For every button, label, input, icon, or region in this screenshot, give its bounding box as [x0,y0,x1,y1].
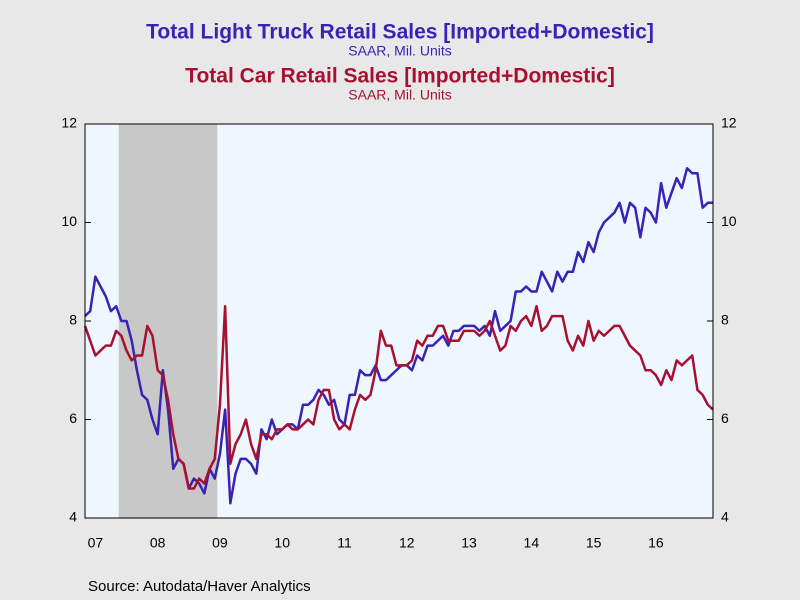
series-line [83,304,714,490]
subtitle-car: SAAR, Mil. Units [348,87,451,103]
x-tick-label: 16 [648,535,664,551]
y2-tick-label: 8 [721,312,729,328]
x-tick-label: 10 [274,535,290,551]
lines-layer [83,167,714,505]
source: Source: Autodata/Haver Analytics [88,578,311,595]
title-truck: Total Light Truck Retail Sales [Imported… [146,21,654,44]
title-car: Total Car Retail Sales [Imported+Domesti… [185,65,615,88]
subtitle-truck: SAAR, Mil. Units [348,43,451,59]
y2-tick-label: 4 [721,509,729,525]
recession-band [118,124,218,518]
x-tick-label: 07 [88,535,104,551]
y-tick-label: 8 [69,312,77,328]
x-tick-label: 15 [586,535,602,551]
y2-tick-label: 6 [721,410,729,426]
y-tick-label: 4 [69,509,77,525]
x-tick-label: 14 [524,535,540,551]
y2-tick-label: 10 [721,213,737,229]
y-tick-label: 12 [61,115,77,131]
x-tick-label: 13 [461,535,477,551]
y-tick-label: 6 [69,410,77,426]
y2-tick-label: 12 [721,115,737,131]
shading-layer [118,124,218,518]
x-tick-label: 11 [337,535,352,551]
x-tick-label: 09 [212,535,228,551]
x-tick-label: 12 [399,535,415,551]
y-tick-label: 10 [61,213,77,229]
x-tick-label: 08 [150,535,166,551]
